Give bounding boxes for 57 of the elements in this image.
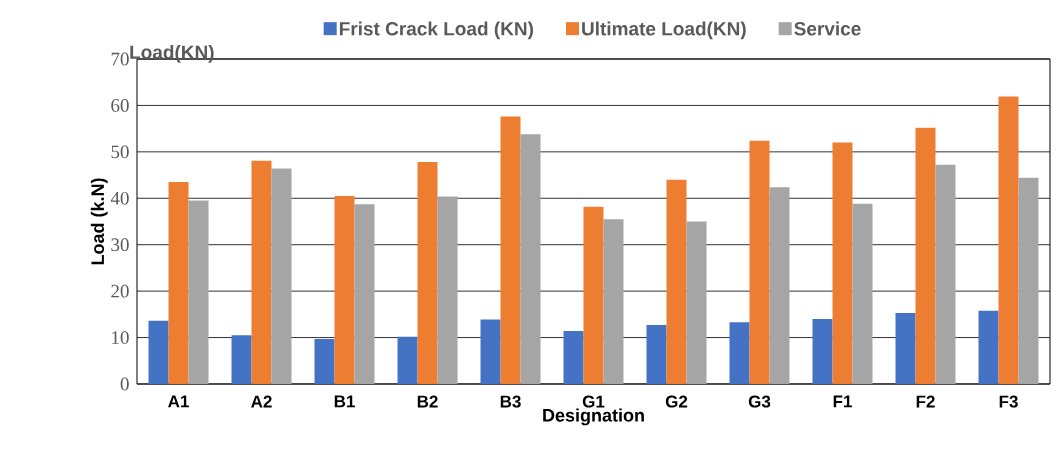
bar xyxy=(251,160,272,384)
bar xyxy=(978,310,999,384)
bar xyxy=(852,203,873,384)
bar xyxy=(231,335,252,384)
x-axis-title: Designation xyxy=(543,408,644,426)
x-tick-label: G2 xyxy=(665,395,688,408)
bar xyxy=(563,331,584,384)
legend-label: Ultimate Load(KN) xyxy=(582,21,746,40)
x-tick-label: F3 xyxy=(999,395,1018,408)
bar xyxy=(437,196,458,384)
bar xyxy=(334,195,355,384)
bar xyxy=(686,221,707,384)
bar xyxy=(583,206,604,384)
bar xyxy=(895,312,916,384)
bar xyxy=(354,204,375,384)
bar xyxy=(749,140,770,384)
bar xyxy=(769,187,790,384)
bar xyxy=(188,200,209,384)
legend-label: Frist Crack Load (KN) xyxy=(339,21,534,40)
y-tick-label: 60 xyxy=(111,99,129,112)
bar xyxy=(480,319,501,384)
x-tick-label: G1 xyxy=(582,395,605,408)
bar xyxy=(729,322,750,384)
y-tick-label: 40 xyxy=(110,191,129,205)
y-axis-title: Load (k.N) xyxy=(90,178,108,265)
bar xyxy=(812,318,833,384)
bar xyxy=(520,134,541,384)
bar xyxy=(314,338,335,384)
y-tick-label: 50 xyxy=(111,145,129,159)
bar xyxy=(998,96,1019,384)
bar xyxy=(500,116,521,384)
x-tick-label: F1 xyxy=(833,395,852,408)
x-tick-label: B3 xyxy=(500,395,521,408)
y-tick-label: 0 xyxy=(120,377,129,391)
y-tick-label: 20 xyxy=(111,284,129,298)
bar xyxy=(1018,177,1039,384)
bar xyxy=(417,162,438,384)
bar xyxy=(832,142,853,384)
y-tick-label: 30 xyxy=(111,238,129,252)
bar xyxy=(603,219,624,384)
x-tick-label: B1 xyxy=(334,395,355,408)
legend-label: Service xyxy=(794,21,861,36)
x-tick-label: A2 xyxy=(251,395,272,408)
y-tick-label: 10 xyxy=(112,331,129,344)
bar xyxy=(148,320,169,384)
x-tick-label: F2 xyxy=(916,395,935,408)
x-tick-label: G3 xyxy=(748,395,771,408)
bar xyxy=(168,182,189,384)
bar xyxy=(935,164,956,384)
x-tick-label: B2 xyxy=(417,395,438,408)
bar xyxy=(397,336,418,384)
bar xyxy=(915,127,936,384)
x-tick-label: A1 xyxy=(168,395,189,408)
bar xyxy=(666,179,687,384)
bar xyxy=(646,325,667,384)
y-tick-label: 70 xyxy=(111,52,129,66)
bar xyxy=(271,168,292,384)
